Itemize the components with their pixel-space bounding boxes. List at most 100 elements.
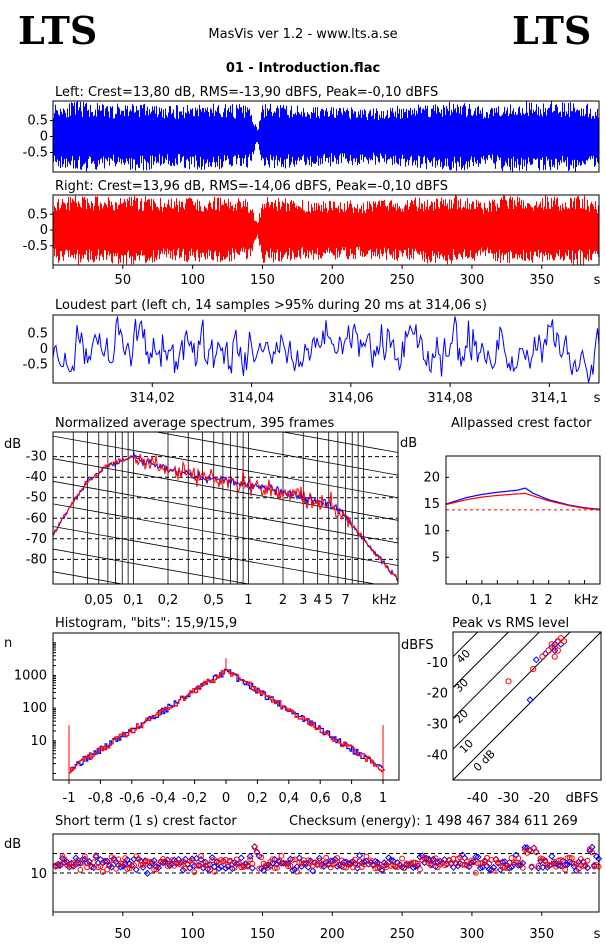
spectrum-xtick-label: 4 xyxy=(313,593,321,608)
peak-vs-rms-right-point xyxy=(539,653,546,660)
peak-vs-rms-diag-label: 20 xyxy=(452,707,471,726)
crest-right-point xyxy=(501,864,508,871)
histogram-ytick-label: 1000 xyxy=(14,668,47,683)
crest-left-point xyxy=(548,852,556,860)
crest-right-point xyxy=(271,865,278,871)
allpassed-xtick-label: 0,1 xyxy=(472,593,493,608)
crest-left-point xyxy=(248,864,256,872)
peak-vs-rms-crest-line xyxy=(453,632,479,658)
loudest-xunit: s xyxy=(594,391,601,406)
crest-right-point xyxy=(484,854,490,861)
crest-left-point xyxy=(474,853,482,861)
crest-left-point xyxy=(121,860,129,868)
loudest-xtick-label: 314,04 xyxy=(229,391,275,406)
spectrum-xtick-label: 0,05 xyxy=(84,593,113,608)
crest-left-point xyxy=(315,854,323,862)
crest-right-point xyxy=(211,868,218,875)
crest-right-point xyxy=(258,854,265,860)
spectrum-ytick-label: -60 xyxy=(26,511,47,526)
crest-right-point xyxy=(280,860,287,867)
spectrum-slope xyxy=(53,662,398,724)
right_wave-xtick-label: 250 xyxy=(390,273,415,288)
histogram-title: Histogram, "bits": 15,9/15,9 xyxy=(55,616,237,631)
crest-left-point xyxy=(592,852,601,861)
right_wave-xtick-label: 100 xyxy=(180,273,205,288)
crest-left-point xyxy=(215,864,223,872)
crest-left-point xyxy=(224,862,232,871)
crest-left-point xyxy=(148,859,156,867)
loudest-trace xyxy=(52,316,600,383)
crest-right-point xyxy=(350,864,356,871)
crest-left-point xyxy=(356,851,364,859)
crest-left-point xyxy=(534,864,542,872)
allpassed-right-series xyxy=(445,492,601,511)
crest-right-point xyxy=(341,864,347,871)
histogram-xtick-label: -0,2 xyxy=(182,791,207,806)
peak-vs-rms-left-point xyxy=(526,696,534,704)
peak-vs-rms-ytick-label: -30 xyxy=(427,718,448,733)
crest-left-point xyxy=(244,861,252,869)
loudest-frame xyxy=(52,314,600,384)
peak-vs-rms-diag-label: 30 xyxy=(452,676,471,695)
crest-title: Short term (1 s) crest factor xyxy=(55,814,237,829)
crest-right-point xyxy=(291,856,298,863)
crest-right-point xyxy=(535,862,542,869)
crest-right-point xyxy=(557,857,564,863)
crest-right-point xyxy=(399,855,406,862)
allpassed-xtick-label: 1 xyxy=(529,593,537,608)
crest-xtick-label: 300 xyxy=(460,927,485,942)
crest-right-point xyxy=(276,857,283,864)
crest-right-point xyxy=(90,859,97,866)
allpassed-frame xyxy=(445,455,601,585)
crest-xtick-label: 50 xyxy=(115,927,132,942)
crest-right-point xyxy=(515,855,522,862)
peak-vs-rms-ytick-label: -10 xyxy=(427,656,448,671)
peak-vs-rms-crest-line xyxy=(453,632,541,719)
crest-left-point xyxy=(342,858,350,866)
left_wave-frame xyxy=(52,100,600,173)
crest-xtick-label: 250 xyxy=(390,927,415,942)
crest-left-point xyxy=(590,861,598,869)
spectrum-slope xyxy=(53,571,125,584)
histogram-xtick-label: -0,6 xyxy=(119,791,144,806)
peak-vs-rms-ytick-label: -20 xyxy=(427,687,448,702)
peak-vs-rms-diag-label: 10 xyxy=(457,737,476,756)
right_wave-frame xyxy=(52,194,600,266)
crest-right-point xyxy=(204,862,211,869)
spectrum-ylabel: dB xyxy=(4,437,21,452)
crest-right-point xyxy=(497,859,504,866)
spectrum-ytick-label: -80 xyxy=(26,552,47,567)
crest-right-point xyxy=(356,858,363,865)
spectrum-xtick-label: 2 xyxy=(279,593,287,608)
crest-right-point xyxy=(490,867,497,874)
crest-right-point xyxy=(106,861,113,868)
crest-right-point xyxy=(231,865,238,871)
allpassed-title: Allpassed crest factor xyxy=(451,416,592,431)
crest-xtick-label: 200 xyxy=(320,927,345,942)
crest-right-point xyxy=(452,860,459,867)
crest-left-point xyxy=(420,859,428,867)
peak-vs-rms-right-point xyxy=(505,678,512,685)
crest-left-point xyxy=(130,855,138,863)
loudest-xtick-label: 314,1 xyxy=(531,391,568,406)
crest-right-point xyxy=(119,860,126,867)
loudest-xtick-label: 314,06 xyxy=(328,391,374,406)
peak-vs-rms-left-point xyxy=(551,646,559,655)
spectrum-xtick-label: 0,1 xyxy=(123,593,144,608)
crest-checksum: Checksum (energy): 1 498 467 384 611 269 xyxy=(289,814,578,829)
peak-vs-rms-left-point xyxy=(541,650,550,658)
histogram-xtick-label: -1 xyxy=(63,791,76,806)
peak-vs-rms-ytick-label: -40 xyxy=(427,748,448,763)
left_wave-title: Left: Crest=13,80 dB, RMS=-13,90 dBFS, P… xyxy=(55,85,438,100)
spectrum-left-series xyxy=(53,451,398,582)
crest-right-point xyxy=(198,853,204,859)
crest-right-point xyxy=(180,858,187,865)
right_wave-xtick-label: 200 xyxy=(320,273,345,288)
crest-right-point xyxy=(370,861,376,867)
crest-right-point xyxy=(553,863,560,870)
right_wave-xtick-label: 150 xyxy=(250,273,275,288)
loudest-xtick-label: 314,02 xyxy=(130,391,176,406)
crest-right-point xyxy=(88,863,95,870)
crest-right-point xyxy=(372,865,379,872)
